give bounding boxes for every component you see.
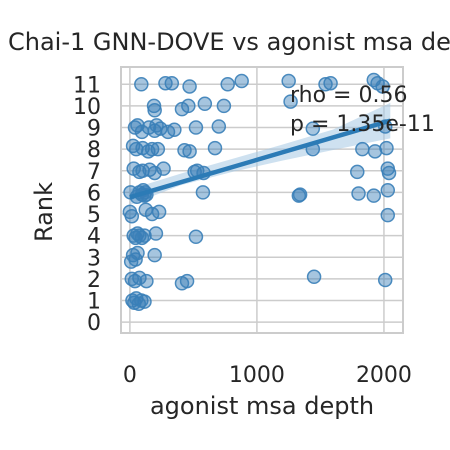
data-point	[195, 185, 211, 200]
data-point	[355, 141, 370, 157]
y-tick-label: 1	[87, 290, 101, 315]
data-point	[350, 164, 365, 180]
y-tick-label: 8	[87, 138, 101, 163]
data-point	[134, 77, 149, 92]
plot-frame	[120, 66, 404, 334]
p-value-annotation: p = 1.35e-11	[290, 112, 435, 137]
regression-layer	[129, 118, 391, 200]
y-tick-label: 4	[87, 225, 101, 250]
data-point	[137, 228, 152, 243]
data-point	[147, 103, 162, 118]
data-point	[379, 140, 394, 156]
data-point	[144, 141, 160, 157]
chart-title: Chai-1 GNN-DOVE vs agonist msa depth	[8, 28, 450, 56]
data-point	[211, 119, 227, 134]
data-point	[181, 98, 196, 114]
data-point	[182, 79, 197, 94]
x-axis-title: agonist msa depth	[150, 392, 374, 420]
data-point	[283, 94, 298, 109]
y-tick-label: 9	[87, 117, 101, 142]
x-tick-label: 1000	[229, 363, 285, 388]
data-point	[380, 183, 396, 198]
data-point	[380, 207, 396, 223]
data-point	[216, 98, 232, 114]
y-axis-title: Rank	[30, 182, 58, 242]
data-point	[292, 187, 308, 202]
data-point	[147, 165, 162, 181]
y-tick-label: 3	[87, 246, 101, 271]
data-point	[137, 294, 152, 309]
y-tick-label: 10	[73, 95, 101, 120]
data-point	[164, 75, 180, 91]
data-point	[318, 77, 333, 92]
data-point	[132, 270, 147, 286]
data-point	[381, 165, 397, 181]
x-tick-label: 2000	[356, 363, 412, 388]
data-point	[351, 186, 366, 201]
data-point	[188, 120, 204, 135]
data-point	[366, 188, 382, 203]
data-point	[305, 121, 321, 136]
data-point	[306, 269, 322, 285]
y-tick-label: 6	[87, 181, 101, 206]
x-ticks: 0 1000 2000	[123, 363, 412, 388]
data-point	[153, 121, 168, 136]
data-point	[188, 229, 204, 245]
points-layer	[122, 72, 397, 312]
x-tick-label: 0	[123, 363, 137, 388]
y-tick-label: 0	[87, 311, 101, 336]
y-tick-label: 7	[87, 160, 101, 185]
y-tick-label: 5	[87, 203, 101, 228]
data-point	[281, 73, 296, 89]
data-point	[323, 75, 338, 91]
data-point	[150, 141, 166, 157]
data-point	[167, 122, 182, 137]
data-point	[207, 140, 223, 156]
data-point	[156, 161, 171, 176]
regression-line	[129, 118, 391, 200]
data-point	[375, 79, 390, 94]
data-point	[377, 272, 393, 288]
rho-annotation: rho = 0.56	[290, 83, 407, 108]
data-point	[197, 96, 213, 112]
data-point	[151, 204, 167, 220]
data-point	[148, 226, 164, 241]
data-point	[130, 245, 145, 261]
data-point	[234, 73, 249, 89]
data-point	[177, 143, 192, 158]
y-tick-label: 2	[87, 268, 101, 293]
data-point	[182, 144, 197, 159]
data-point	[139, 273, 154, 289]
y-tick-label: 11	[73, 73, 101, 98]
data-point	[179, 273, 195, 289]
data-point	[146, 98, 162, 114]
data-point	[220, 77, 235, 92]
data-point	[124, 208, 140, 224]
data-point	[147, 247, 162, 263]
